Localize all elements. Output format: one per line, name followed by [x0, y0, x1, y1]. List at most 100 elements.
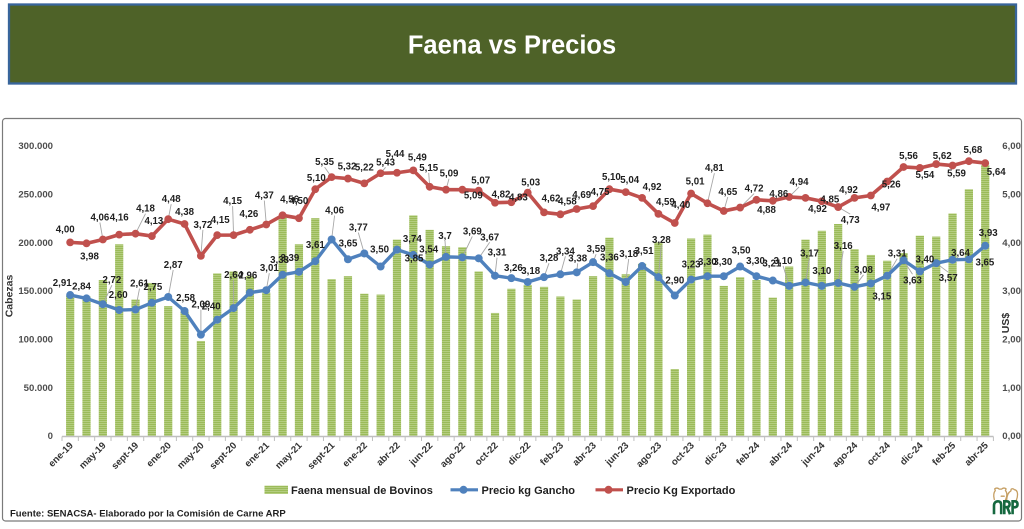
- svg-text:2,75: 2,75: [143, 282, 162, 293]
- svg-text:5,56: 5,56: [899, 151, 918, 162]
- svg-text:5,09: 5,09: [464, 191, 483, 202]
- svg-text:3,63: 3,63: [903, 275, 922, 286]
- svg-text:2,58: 2,58: [176, 293, 195, 304]
- svg-text:2,40: 2,40: [202, 302, 221, 313]
- svg-text:4,94: 4,94: [790, 177, 809, 188]
- svg-text:6,00: 6,00: [1002, 141, 1021, 152]
- svg-text:4,00: 4,00: [56, 224, 75, 235]
- svg-text:5,00: 5,00: [1002, 189, 1021, 200]
- svg-text:5,32: 5,32: [338, 162, 357, 173]
- svg-text:3,16: 3,16: [834, 241, 853, 252]
- svg-text:3,10: 3,10: [812, 266, 831, 277]
- svg-text:3,01: 3,01: [260, 263, 279, 274]
- svg-text:3,21: 3,21: [762, 259, 781, 270]
- svg-text:3,50: 3,50: [370, 245, 389, 256]
- svg-text:3,30: 3,30: [713, 257, 732, 268]
- svg-text:2,84: 2,84: [72, 281, 91, 292]
- svg-text:3,31: 3,31: [888, 249, 907, 260]
- svg-text:3,39: 3,39: [280, 253, 299, 264]
- svg-text:4,73: 4,73: [841, 215, 860, 226]
- svg-text:5,49: 5,49: [408, 152, 427, 163]
- svg-text:4,92: 4,92: [643, 182, 662, 193]
- svg-text:5,54: 5,54: [915, 170, 934, 181]
- svg-text:0,00: 0,00: [1002, 431, 1021, 442]
- svg-text:4,06: 4,06: [90, 213, 109, 224]
- svg-text:2,60: 2,60: [109, 290, 128, 301]
- svg-text:4,88: 4,88: [757, 205, 776, 216]
- svg-text:3,10: 3,10: [774, 256, 793, 267]
- svg-text:4,69: 4,69: [572, 190, 591, 201]
- svg-text:3,57: 3,57: [939, 273, 958, 284]
- svg-text:3,08: 3,08: [854, 265, 873, 276]
- svg-text:Fuente: SENACSA- Elaborado por: Fuente: SENACSA- Elaborado por la Comisi…: [10, 509, 286, 520]
- svg-text:4,26: 4,26: [239, 209, 258, 220]
- svg-text:3,30: 3,30: [746, 256, 765, 267]
- svg-text:300.000: 300.000: [18, 141, 53, 152]
- svg-text:3,54: 3,54: [419, 245, 438, 256]
- svg-text:5,62: 5,62: [933, 151, 952, 162]
- svg-text:2,87: 2,87: [164, 260, 183, 271]
- svg-text:4,00: 4,00: [1002, 238, 1021, 249]
- svg-text:4,18: 4,18: [136, 204, 155, 215]
- svg-text:Cabezas: Cabezas: [4, 275, 16, 318]
- svg-text:3,65: 3,65: [339, 238, 358, 249]
- svg-text:4,65: 4,65: [718, 187, 737, 198]
- svg-text:4,58: 4,58: [558, 196, 577, 207]
- svg-text:3,98: 3,98: [80, 251, 99, 262]
- svg-text:3,26: 3,26: [504, 263, 523, 274]
- svg-text:4,06: 4,06: [325, 206, 344, 217]
- svg-text:4,85: 4,85: [820, 194, 839, 205]
- svg-text:3,7: 3,7: [438, 231, 451, 242]
- svg-text:5,44: 5,44: [386, 149, 405, 160]
- svg-text:5,26: 5,26: [882, 180, 901, 191]
- svg-text:5,15: 5,15: [419, 163, 438, 174]
- svg-text:3,38: 3,38: [568, 253, 587, 264]
- svg-text:3,17: 3,17: [800, 249, 819, 260]
- svg-text:5,09: 5,09: [440, 169, 459, 180]
- svg-text:Precio Kg Exportado: Precio Kg Exportado: [627, 485, 736, 497]
- svg-text:4,75: 4,75: [591, 187, 610, 198]
- svg-text:3,30: 3,30: [698, 257, 717, 268]
- svg-text:4,15: 4,15: [211, 215, 230, 226]
- svg-text:2,96: 2,96: [238, 271, 257, 282]
- svg-text:4,82: 4,82: [492, 190, 511, 201]
- svg-text:3,59: 3,59: [587, 244, 606, 255]
- svg-text:4,16: 4,16: [110, 213, 129, 224]
- svg-text:4,15: 4,15: [223, 196, 242, 207]
- svg-text:3,36: 3,36: [600, 252, 619, 263]
- svg-text:4,92: 4,92: [808, 204, 827, 215]
- svg-text:4,56: 4,56: [280, 194, 299, 205]
- svg-text:3,74: 3,74: [403, 234, 422, 245]
- svg-text:4,13: 4,13: [144, 216, 163, 227]
- svg-text:3,23: 3,23: [682, 260, 701, 271]
- svg-text:2,91: 2,91: [53, 278, 72, 289]
- svg-text:3,67: 3,67: [480, 232, 499, 243]
- svg-text:4,62: 4,62: [542, 193, 561, 204]
- svg-text:3,65: 3,65: [975, 257, 994, 268]
- svg-text:3,31: 3,31: [488, 248, 507, 259]
- svg-text:5,22: 5,22: [355, 162, 374, 173]
- svg-text:4,86: 4,86: [769, 189, 788, 200]
- svg-text:3,18: 3,18: [521, 266, 540, 277]
- svg-text:3,15: 3,15: [872, 292, 891, 303]
- svg-text:250.000: 250.000: [18, 189, 53, 200]
- svg-text:4,48: 4,48: [162, 194, 181, 205]
- svg-text:3,77: 3,77: [349, 223, 368, 234]
- svg-text:0: 0: [48, 431, 53, 442]
- svg-text:2,90: 2,90: [665, 276, 684, 287]
- svg-text:100.000: 100.000: [18, 334, 53, 345]
- svg-text:Faena vs Precios: Faena vs Precios: [408, 32, 616, 60]
- svg-text:US$: US$: [1000, 313, 1012, 334]
- svg-text:4,92: 4,92: [839, 185, 858, 196]
- svg-text:3,34: 3,34: [556, 246, 575, 257]
- svg-text:5,68: 5,68: [963, 145, 982, 156]
- svg-text:4,40: 4,40: [671, 200, 690, 211]
- svg-text:5,01: 5,01: [686, 177, 705, 188]
- svg-text:3,28: 3,28: [652, 235, 671, 246]
- svg-text:2,61: 2,61: [130, 279, 149, 290]
- svg-text:4,50: 4,50: [289, 196, 308, 207]
- svg-text:3,69: 3,69: [463, 226, 482, 237]
- svg-text:Faena mensual de Bovinos: Faena mensual de Bovinos: [291, 485, 433, 497]
- svg-text:5,10: 5,10: [602, 172, 621, 183]
- svg-text:3,93: 3,93: [979, 228, 998, 239]
